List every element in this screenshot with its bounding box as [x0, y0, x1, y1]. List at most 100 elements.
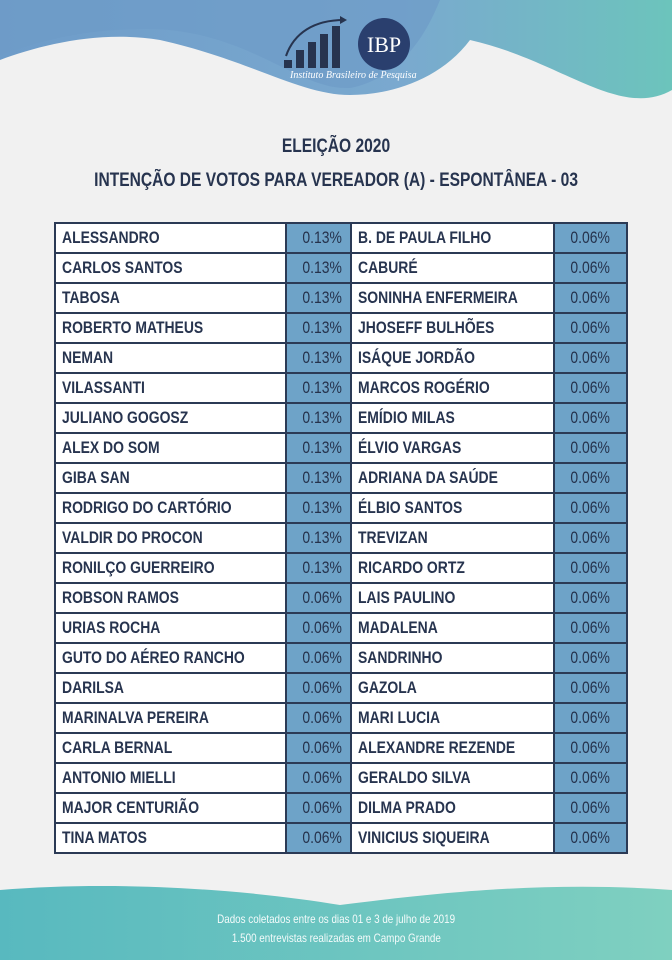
candidate-name: ALEXANDRE REZENDE	[350, 732, 555, 764]
candidate-name: VILASSANTI	[54, 372, 287, 404]
candidate-percentage: 0.13%	[284, 522, 360, 554]
candidate-row: ALEXANDRE REZENDE 0.06%	[350, 732, 628, 764]
candidate-row: VINICIUS SIQUEIRA 0.06%	[350, 822, 628, 854]
candidate-row: GERALDO SILVA 0.06%	[350, 762, 628, 794]
candidate-name: MAJOR CENTURIÃO	[54, 792, 287, 824]
candidate-row: ALESSANDRO 0.13%	[54, 222, 360, 254]
candidate-row: JULIANO GOGOSZ 0.13%	[54, 402, 360, 434]
candidate-row: CARLA BERNAL 0.06%	[54, 732, 360, 764]
candidate-name: MARCOS ROGÉRIO	[350, 372, 555, 404]
candidate-row: SONINHA ENFERMEIRA 0.06%	[350, 282, 628, 314]
candidate-row: VALDIR DO PROCON 0.13%	[54, 522, 360, 554]
candidate-name: ROBERTO MATHEUS	[54, 312, 287, 344]
candidate-row: GIBA SAN 0.13%	[54, 462, 360, 494]
candidate-name: GAZOLA	[350, 672, 555, 704]
candidate-name: TREVIZAN	[350, 522, 555, 554]
candidate-percentage: 0.13%	[284, 462, 360, 494]
candidate-percentage: 0.06%	[284, 792, 360, 824]
candidate-percentage: 0.13%	[284, 402, 360, 434]
candidate-row: RICARDO ORTZ 0.06%	[350, 552, 628, 584]
candidate-percentage: 0.06%	[284, 702, 360, 734]
candidate-percentage: 0.06%	[552, 222, 628, 254]
results-table-right: B. DE PAULA FILHO 0.06% CABURÉ 0.06% SONINHA…	[350, 222, 628, 854]
candidate-name: DILMA PRADO	[350, 792, 555, 824]
candidate-percentage: 0.06%	[552, 762, 628, 794]
candidate-name: ISÁQUE JORDÃO	[350, 342, 555, 374]
candidate-row: B. DE PAULA FILHO 0.06%	[350, 222, 628, 254]
candidate-row: EMÍDIO MILAS 0.06%	[350, 402, 628, 434]
candidate-percentage: 0.06%	[552, 822, 628, 854]
candidate-name: LAIS PAULINO	[350, 582, 555, 614]
candidate-name: CABURÉ	[350, 252, 555, 284]
candidate-percentage: 0.13%	[284, 432, 360, 464]
candidate-percentage: 0.06%	[552, 582, 628, 614]
candidate-percentage: 0.06%	[284, 822, 360, 854]
candidate-percentage: 0.13%	[284, 492, 360, 524]
candidate-percentage: 0.06%	[552, 372, 628, 404]
candidate-row: MAJOR CENTURIÃO 0.06%	[54, 792, 360, 824]
candidate-percentage: 0.06%	[552, 702, 628, 734]
candidate-name: JULIANO GOGOSZ	[54, 402, 287, 434]
candidate-percentage: 0.06%	[552, 732, 628, 764]
candidate-name: VINICIUS SIQUEIRA	[350, 822, 555, 854]
candidate-row: ROBSON RAMOS 0.06%	[54, 582, 360, 614]
candidate-row: ADRIANA DA SAÚDE 0.06%	[350, 462, 628, 494]
ibp-logo: IBP	[284, 16, 410, 70]
candidate-row: ÉLVIO VARGAS 0.06%	[350, 432, 628, 464]
footer-sample: 1.500 entrevistas realizadas em Campo Gr…	[231, 931, 441, 945]
candidate-name: ANTONIO MIELLI	[54, 762, 287, 794]
candidate-percentage: 0.06%	[552, 462, 628, 494]
candidate-row: RODRIGO DO CARTÓRIO 0.13%	[54, 492, 360, 524]
candidate-percentage: 0.06%	[552, 522, 628, 554]
candidate-row: GAZOLA 0.06%	[350, 672, 628, 704]
candidate-row: ISÁQUE JORDÃO 0.06%	[350, 342, 628, 374]
candidate-percentage: 0.06%	[284, 642, 360, 674]
candidate-name: MADALENA	[350, 612, 555, 644]
candidate-name: ÉLVIO VARGAS	[350, 432, 555, 464]
candidate-percentage: 0.06%	[552, 552, 628, 584]
candidate-row: CABURÉ 0.06%	[350, 252, 628, 284]
candidate-name: URIAS ROCHA	[54, 612, 287, 644]
candidate-name: GIBA SAN	[54, 462, 287, 494]
candidate-name: JHOSEFF BULHÕES	[350, 312, 555, 344]
candidate-name: CARLA BERNAL	[54, 732, 287, 764]
candidate-percentage: 0.13%	[284, 222, 360, 254]
candidate-percentage: 0.13%	[284, 342, 360, 374]
candidate-name: GUTO DO AÉREO RANCHO	[54, 642, 287, 674]
candidate-row: ANTONIO MIELLI 0.06%	[54, 762, 360, 794]
candidate-percentage: 0.06%	[552, 492, 628, 524]
candidate-name: MARINALVA PEREIRA	[54, 702, 287, 734]
candidate-row: TINA MATOS 0.06%	[54, 822, 360, 854]
candidate-percentage: 0.06%	[552, 342, 628, 374]
candidate-row: ROBERTO MATHEUS 0.13%	[54, 312, 360, 344]
candidate-row: MARCOS ROGÉRIO 0.06%	[350, 372, 628, 404]
candidate-percentage: 0.06%	[284, 612, 360, 644]
candidate-row: URIAS ROCHA 0.06%	[54, 612, 360, 644]
candidate-name: CARLOS SANTOS	[54, 252, 287, 284]
candidate-name: VALDIR DO PROCON	[54, 522, 287, 554]
page-subtitle: INTENÇÃO DE VOTOS PARA VEREADOR (A) - ES…	[94, 170, 578, 191]
candidate-name: ALEX DO SOM	[54, 432, 287, 464]
candidate-row: MARI LUCIA 0.06%	[350, 702, 628, 734]
candidate-name: RONILÇO GUERREIRO	[54, 552, 287, 584]
candidate-percentage: 0.06%	[552, 402, 628, 434]
candidate-row: VILASSANTI 0.13%	[54, 372, 360, 404]
candidate-percentage: 0.06%	[552, 672, 628, 704]
candidate-percentage: 0.06%	[284, 672, 360, 704]
candidate-name: TABOSA	[54, 282, 287, 314]
results-table-left: ALESSANDRO 0.13% CARLOS SANTOS 0.13% TABOSA 0…	[54, 222, 360, 854]
candidate-name: NEMAN	[54, 342, 287, 374]
candidate-row: RONILÇO GUERREIRO 0.13%	[54, 552, 360, 584]
candidate-percentage: 0.06%	[552, 312, 628, 344]
candidate-percentage: 0.06%	[552, 252, 628, 284]
candidate-percentage: 0.06%	[552, 792, 628, 824]
candidate-name: SANDRINHO	[350, 642, 555, 674]
candidate-row: SANDRINHO 0.06%	[350, 642, 628, 674]
candidate-name: RODRIGO DO CARTÓRIO	[54, 492, 287, 524]
candidate-percentage: 0.13%	[284, 312, 360, 344]
candidate-percentage: 0.13%	[284, 372, 360, 404]
candidate-name: B. DE PAULA FILHO	[350, 222, 555, 254]
candidate-name: RICARDO ORTZ	[350, 552, 555, 584]
candidate-row: JHOSEFF BULHÕES 0.06%	[350, 312, 628, 344]
candidate-row: LAIS PAULINO 0.06%	[350, 582, 628, 614]
